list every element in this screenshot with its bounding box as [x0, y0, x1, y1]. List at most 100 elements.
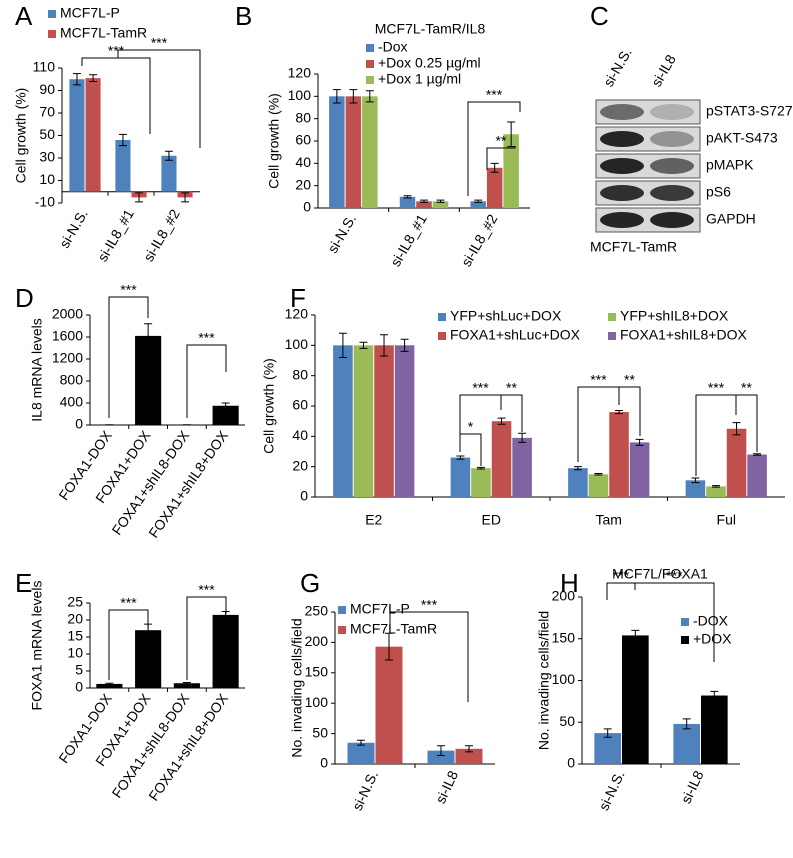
y-tick-label: 2000	[52, 306, 83, 322]
y-tick-label: 0	[320, 755, 328, 771]
bar	[455, 748, 483, 764]
panel-letter: E	[15, 568, 32, 598]
y-tick-label: 100	[305, 694, 329, 710]
bar	[347, 742, 375, 764]
significance-bracket	[459, 433, 482, 466]
legend-label: YFP+shLuc+DOX	[450, 308, 562, 324]
legend-swatch	[681, 618, 689, 626]
y-tick-label: 20	[292, 457, 308, 473]
x-tick-label: E2	[365, 512, 382, 528]
error-bar	[507, 121, 516, 148]
legend-swatch	[48, 10, 56, 18]
significance-label: ***	[486, 87, 503, 103]
error-bar	[118, 133, 127, 147]
y-tick-label: 0	[303, 199, 311, 215]
y-tick-label: 250	[305, 603, 329, 619]
bar	[747, 454, 767, 497]
legend-label: -Dox	[378, 39, 408, 55]
significance-label: ***	[151, 35, 168, 51]
x-tick-label: si-N.S.	[56, 206, 91, 250]
significance-label: ***	[120, 282, 137, 298]
y-tick-label: 200	[552, 588, 576, 604]
error-bar	[338, 332, 347, 358]
legend-swatch	[338, 606, 346, 614]
bar	[491, 421, 512, 497]
significance-label: ***	[613, 568, 630, 584]
bar	[609, 412, 629, 497]
y-axis-label: No. invading cells/field	[536, 611, 552, 750]
significance-label: *	[468, 419, 474, 435]
significance-bracket	[486, 146, 516, 170]
error-bar	[711, 485, 720, 488]
error-bar	[474, 199, 483, 203]
band-label: pSTAT3-S727	[706, 103, 793, 119]
bar	[212, 614, 239, 688]
panel-letter: F	[290, 283, 306, 313]
y-tick-label: 100	[288, 87, 312, 103]
blot-caption: MCF7L-TamR	[590, 239, 677, 255]
x-tick-label: Tam	[596, 512, 622, 528]
significance-bracket	[467, 101, 521, 196]
error-bar	[349, 89, 358, 104]
significance-bracket	[606, 582, 636, 600]
bar	[161, 155, 177, 192]
error-bar	[732, 422, 741, 436]
y-axis-label: No. invading cells/field	[289, 618, 305, 757]
significance-label: ***	[472, 380, 489, 396]
bar	[115, 140, 131, 192]
error-bar	[497, 417, 506, 425]
legend-label: YFP+shIL8+DOX	[620, 308, 729, 324]
bar	[432, 201, 449, 208]
x-tick-label: ED	[482, 512, 501, 528]
error-bar	[753, 453, 762, 456]
error-bar	[436, 199, 445, 203]
y-tick-label: 5	[75, 662, 83, 678]
y-axis-label: Cell growth (%)	[266, 93, 282, 189]
bar	[685, 480, 706, 497]
panel-letter: G	[300, 568, 320, 598]
y-tick-label: 50	[39, 126, 55, 142]
x-tick-label: si-IL8_#1	[94, 206, 137, 264]
significance-label: ***	[666, 568, 683, 584]
y-tick-label: 0	[75, 416, 83, 432]
y-tick-label: 20	[295, 176, 311, 192]
y-tick-label: 1200	[52, 350, 83, 366]
error-bar	[380, 334, 389, 357]
y-tick-label: 10	[39, 171, 55, 187]
y-tick-label: 50	[312, 724, 328, 740]
significance-label: ***	[120, 595, 137, 611]
x-tick-label: Ful	[717, 512, 736, 528]
y-tick-label: -10	[35, 194, 55, 210]
error-bar	[603, 728, 612, 738]
band-label: pMAPK	[706, 157, 754, 173]
bar	[85, 78, 101, 192]
error-bar	[420, 199, 428, 203]
error-bar	[72, 73, 81, 86]
significance-label: **	[741, 380, 752, 396]
legend-label: FOXA1+shLuc+DOX	[450, 327, 581, 343]
y-tick-label: 150	[552, 629, 576, 645]
significance-bracket	[634, 582, 715, 662]
blot-band	[600, 104, 644, 120]
y-tick-label: 20	[67, 611, 83, 627]
bar	[629, 442, 650, 497]
panel-letter: C	[590, 1, 609, 31]
legend-swatch	[608, 332, 616, 340]
bar	[486, 167, 503, 208]
y-tick-label: 100	[552, 671, 576, 687]
legend-label: MCF7L-P	[60, 5, 120, 21]
error-bar	[400, 338, 409, 352]
blot-band	[650, 158, 694, 174]
bar	[173, 683, 200, 688]
y-tick-label: 0	[75, 679, 83, 695]
error-bar	[385, 632, 393, 661]
error-bar	[710, 690, 719, 701]
error-bar	[135, 192, 144, 203]
bar	[450, 457, 471, 497]
y-tick-label: 40	[292, 427, 308, 443]
bar	[394, 345, 415, 497]
legend-swatch	[438, 313, 446, 321]
error-bar	[89, 74, 98, 82]
bar	[726, 428, 747, 497]
